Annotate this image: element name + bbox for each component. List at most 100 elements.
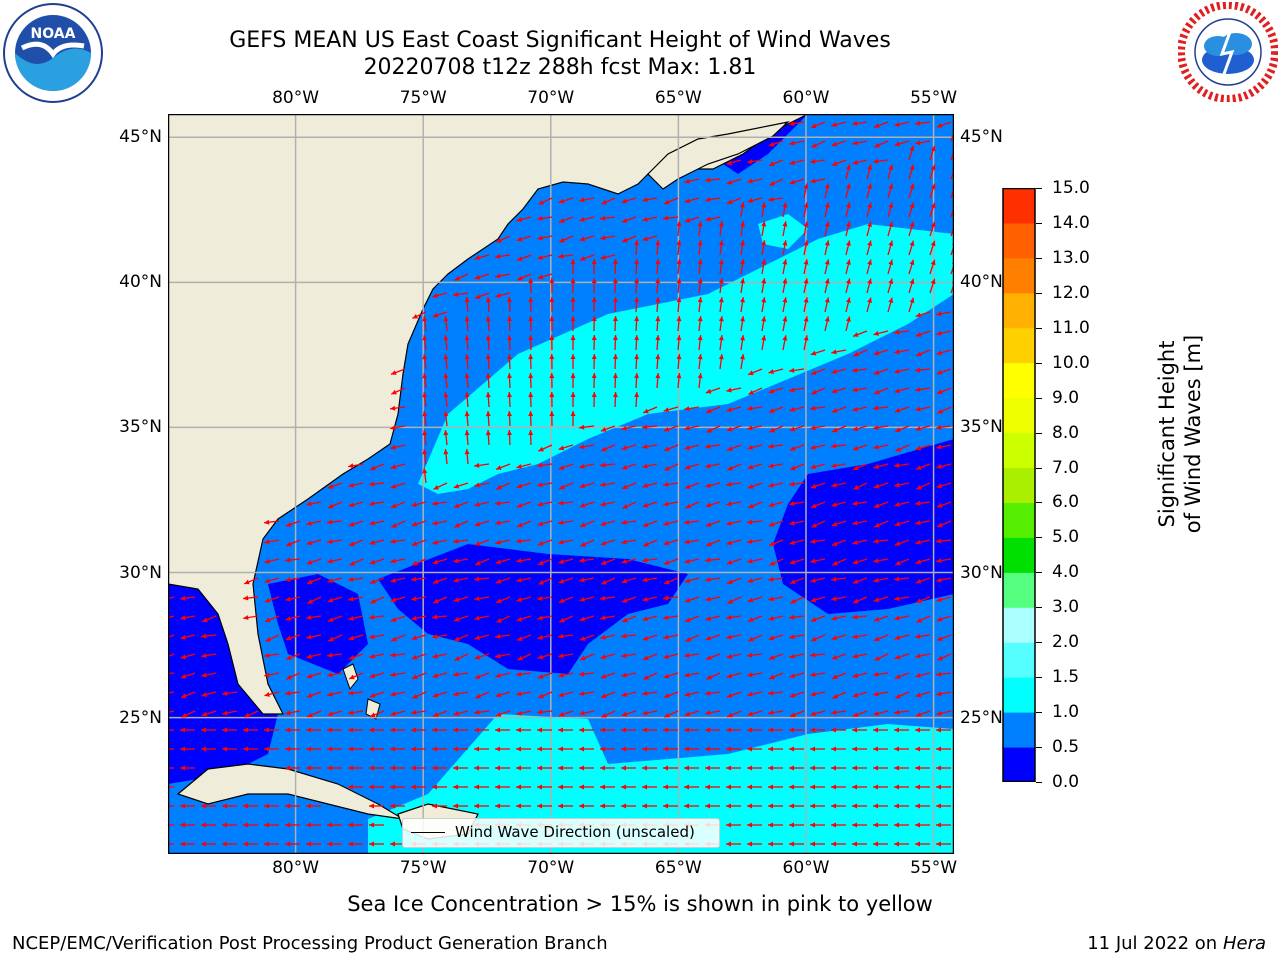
direction-arrow bbox=[485, 429, 491, 446]
direction-arrow bbox=[411, 709, 427, 715]
direction-arrow bbox=[810, 652, 826, 658]
direction-arrow bbox=[327, 577, 343, 584]
direction-arrow bbox=[845, 259, 851, 275]
colorbar-tick bbox=[1036, 712, 1042, 714]
direction-arrow bbox=[894, 653, 910, 660]
direction-arrow bbox=[936, 558, 952, 564]
direction-arrow bbox=[634, 239, 640, 256]
colorbar-tick-label: 10.0 bbox=[1052, 352, 1090, 373]
direction-arrow bbox=[768, 501, 784, 508]
direction-arrow bbox=[768, 482, 784, 488]
gridlines bbox=[168, 114, 954, 854]
direction-arrow bbox=[768, 596, 784, 602]
direction-arrow bbox=[831, 841, 846, 847]
direction-arrow bbox=[516, 784, 531, 790]
direction-arrow bbox=[516, 671, 532, 677]
direction-arrow bbox=[454, 273, 469, 281]
colorbar-tick bbox=[1036, 397, 1042, 399]
direction-arrow bbox=[852, 520, 868, 526]
direction-arrow bbox=[634, 372, 640, 389]
direction-arrow bbox=[432, 653, 448, 659]
direction-arrow bbox=[537, 784, 552, 790]
direction-arrow bbox=[747, 178, 763, 184]
direction-arrow bbox=[768, 196, 784, 202]
direction-arrow bbox=[474, 746, 489, 752]
direction-arrow bbox=[390, 652, 406, 658]
direction-arrow bbox=[866, 221, 872, 237]
direction-arrow bbox=[369, 710, 385, 718]
direction-arrow bbox=[831, 634, 847, 641]
tick-label: 60°W bbox=[782, 858, 830, 878]
direction-arrow bbox=[495, 803, 510, 809]
direction-arrow bbox=[789, 558, 805, 565]
direction-arrow bbox=[570, 258, 576, 275]
direction-arrow bbox=[642, 197, 658, 203]
direction-arrow bbox=[761, 259, 767, 275]
direction-arrow bbox=[369, 481, 385, 487]
direction-arrow bbox=[528, 410, 534, 427]
direction-arrow bbox=[727, 463, 742, 471]
direction-arrow bbox=[894, 596, 910, 602]
direction-arrow bbox=[852, 822, 867, 828]
direction-arrow bbox=[475, 691, 490, 699]
direction-arrow bbox=[726, 444, 742, 451]
direction-arrow bbox=[831, 406, 847, 413]
direction-arrow bbox=[705, 615, 721, 622]
colorbar-segment bbox=[1003, 292, 1035, 329]
direction-arrow bbox=[832, 558, 847, 566]
direction-arrow bbox=[168, 596, 175, 600]
direction-arrow bbox=[747, 765, 762, 771]
direction-arrow bbox=[474, 709, 490, 715]
direction-arrow bbox=[485, 334, 491, 351]
direction-arrow bbox=[621, 653, 637, 659]
direction-arrow bbox=[663, 501, 679, 507]
direction-arrow bbox=[810, 691, 826, 697]
direction-arrow bbox=[740, 316, 745, 332]
direction-arrow bbox=[663, 765, 678, 771]
direction-arrow bbox=[768, 803, 783, 809]
direction-arrow bbox=[768, 368, 784, 375]
colorbar-tick-label: 12.0 bbox=[1052, 282, 1090, 303]
map-legend: Wind Wave Direction (unscaled) bbox=[402, 818, 720, 848]
direction-arrow bbox=[852, 691, 868, 698]
direction-arrow bbox=[831, 653, 847, 660]
direction-arrow bbox=[264, 803, 279, 809]
direction-arrow bbox=[579, 197, 595, 203]
direction-arrow bbox=[453, 615, 469, 622]
direction-arrow bbox=[591, 277, 597, 294]
direction-arrow bbox=[831, 482, 847, 488]
direction-arrow bbox=[915, 765, 930, 771]
direction-arrow bbox=[600, 501, 616, 507]
direction-arrow bbox=[747, 368, 763, 376]
direction-arrow bbox=[726, 691, 742, 698]
tick-label: 30°N bbox=[960, 562, 1003, 583]
direction-arrow bbox=[285, 634, 301, 641]
direction-arrow bbox=[600, 558, 616, 565]
direction-arrow bbox=[579, 424, 595, 430]
direction-arrow bbox=[748, 387, 763, 395]
direction-arrow bbox=[747, 803, 762, 809]
direction-arrow bbox=[264, 672, 280, 678]
direction-arrow bbox=[549, 334, 555, 351]
direction-arrow bbox=[537, 709, 553, 715]
direction-arrow bbox=[768, 520, 784, 527]
direction-arrow bbox=[285, 841, 300, 847]
direction-arrow bbox=[180, 634, 196, 640]
direction-arrow bbox=[718, 316, 724, 332]
direction-arrow bbox=[570, 353, 576, 370]
direction-arrow bbox=[390, 538, 406, 544]
direction-arrow bbox=[453, 538, 469, 544]
direction-arrow bbox=[432, 710, 448, 717]
direction-arrow bbox=[782, 278, 788, 294]
direction-arrow bbox=[432, 558, 448, 565]
direction-arrow bbox=[663, 539, 679, 546]
direction-arrow bbox=[537, 501, 553, 507]
tick-label: 75°W bbox=[399, 858, 447, 878]
direction-arrow bbox=[516, 691, 532, 697]
direction-arrow bbox=[845, 316, 851, 332]
direction-arrow bbox=[621, 425, 637, 431]
direction-arrow bbox=[852, 634, 868, 640]
direction-arrow bbox=[306, 653, 322, 659]
direction-arrow bbox=[894, 822, 909, 828]
direction-arrow bbox=[718, 354, 724, 370]
